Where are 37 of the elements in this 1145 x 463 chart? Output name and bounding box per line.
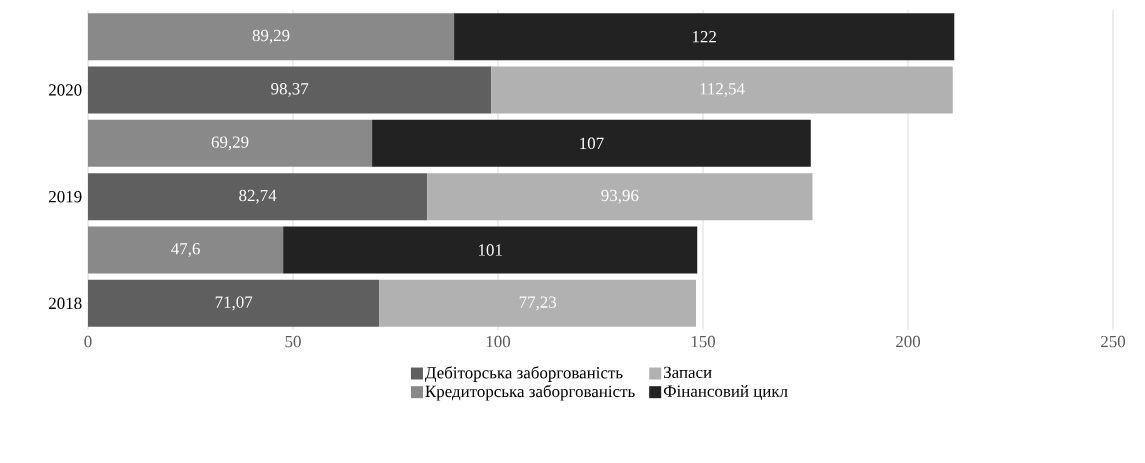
bar xyxy=(88,119,373,167)
bar xyxy=(88,226,284,274)
data-label: 98,37 xyxy=(271,83,309,97)
bar xyxy=(88,279,380,327)
bar xyxy=(379,279,697,327)
bar xyxy=(88,173,428,221)
data-label: 77,23 xyxy=(519,296,557,311)
legend-label: Фінансовий цикл xyxy=(663,385,788,400)
bar xyxy=(454,13,955,61)
data-label: 93,96 xyxy=(601,189,639,204)
x-tick-label: 50 xyxy=(285,335,301,348)
x-tick-label: 100 xyxy=(486,335,511,348)
y-tick-label: 2018 xyxy=(49,297,82,310)
data-label: 122 xyxy=(692,31,716,43)
data-label: 107 xyxy=(580,137,604,150)
bar xyxy=(88,13,455,61)
data-label: 69,29 xyxy=(211,136,249,151)
x-tick-label: 250 xyxy=(1101,335,1126,348)
data-label: 47,6 xyxy=(171,243,200,257)
data-label: 82,74 xyxy=(239,189,277,204)
data-label: 89,29 xyxy=(252,29,290,44)
bar xyxy=(372,119,811,167)
data-label: 101 xyxy=(478,244,502,256)
bar xyxy=(283,226,698,274)
y-tick-label: 2019 xyxy=(49,190,82,203)
bar xyxy=(427,173,813,221)
bar xyxy=(88,66,492,114)
legend-label: Кредиторська заборгованість xyxy=(425,384,635,401)
data-label: 71,07 xyxy=(215,296,253,311)
x-tick-label: 0 xyxy=(84,335,92,348)
bar xyxy=(491,66,953,114)
x-tick-label: 200 xyxy=(896,335,921,348)
x-tick-label: 150 xyxy=(691,335,716,348)
legend-label: Запаси xyxy=(663,366,712,379)
y-tick-label: 2020 xyxy=(49,84,82,96)
legend-label: Дебіторська заборгованість xyxy=(425,366,623,382)
data-label: 112,54 xyxy=(700,83,745,97)
